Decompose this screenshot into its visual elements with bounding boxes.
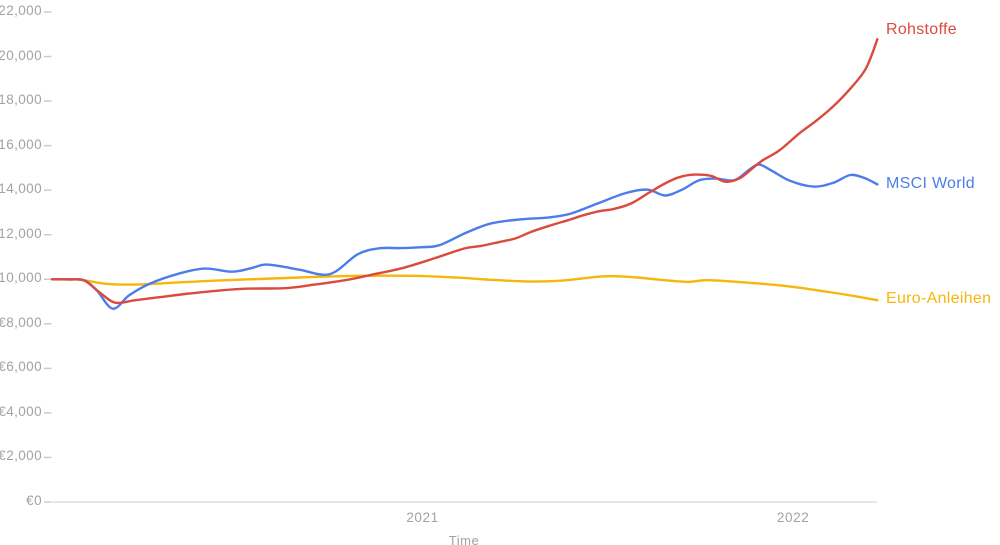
y-axis-tick-label: €6,000: [0, 359, 42, 375]
y-axis-tick-label: €8,000: [0, 314, 42, 330]
y-axis-tick-label: €2,000: [0, 448, 42, 464]
series-label-euro-anleihen: Euro-Anleihen: [886, 290, 992, 307]
y-axis-tick-label: €16,000: [0, 136, 42, 152]
series-label-msci-world: MSCI World: [886, 175, 975, 192]
x-tick-label-2021: 2021: [406, 510, 439, 525]
series-line-euro-anleihen: [50, 274, 879, 302]
y-axis-tick-label: €0: [26, 493, 42, 508]
x-axis-title: Time: [448, 533, 480, 545]
y-axis-tick-label: €12,000: [0, 225, 42, 241]
series-label-rohstoffe: Rohstoffe: [886, 21, 957, 38]
x-tick-label-2022: 2022: [776, 510, 810, 525]
y-axis-tick-label: €20,000: [0, 47, 42, 63]
series-line-rohstoffe: [50, 38, 879, 305]
y-axis-tick-label: €4,000: [0, 403, 42, 419]
y-axis-tick-label: €14,000: [0, 181, 42, 197]
y-axis-tick-label: €22,000: [0, 3, 42, 18]
y-axis-tick-label: €10,000: [0, 270, 42, 286]
y-axis-tick-label: €18,000: [0, 92, 42, 108]
series-line-msci-world: [50, 163, 879, 310]
